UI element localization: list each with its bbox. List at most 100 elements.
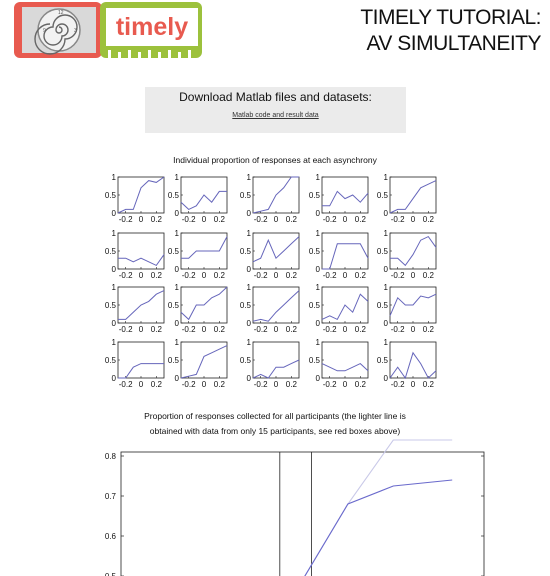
x-tick-label: 0.2 <box>214 215 226 224</box>
mini-plot-11: 00.51-0.2 0 0.2 <box>105 283 165 334</box>
mini-plot-line <box>252 359 300 379</box>
mini-plot-line <box>181 236 228 259</box>
mini-plot-20: 00.51-0.2 0 0.2 <box>377 338 437 389</box>
x-tick-label: 0 <box>274 380 279 389</box>
svg-text:12: 12 <box>58 10 64 16</box>
mini-plot-frame <box>117 232 165 270</box>
y-tick-label: 1 <box>316 338 321 347</box>
x-tick-label: 0.2 <box>286 380 298 389</box>
mini-plot-line <box>389 293 437 316</box>
y-tick-label: 1 <box>112 338 117 347</box>
y-tick-label: 1 <box>384 229 389 238</box>
x-tick-label: 0.2 <box>423 325 435 334</box>
x-tick-label: 0.2 <box>355 380 367 389</box>
mini-plot-9: 00.51-0.2 0 0.2 <box>309 229 369 280</box>
y-tick-label: 1 <box>316 173 321 182</box>
x-tick-label: 0.2 <box>151 215 163 224</box>
x-tick-label: -0.2 <box>254 271 268 280</box>
x-tick-label: 0.2 <box>151 271 163 280</box>
x-tick-label: -0.2 <box>323 215 337 224</box>
x-tick-label: 0.2 <box>355 215 367 224</box>
y-tick-label: 0 <box>384 209 389 218</box>
mini-plot-frame <box>252 232 300 270</box>
x-tick-label: 0 <box>202 271 207 280</box>
mini-plot-7: 00.51-0.2 0 0.2 <box>168 229 228 280</box>
x-tick-label: 0 <box>343 215 348 224</box>
y-tick-label: 0.6 <box>105 532 117 541</box>
mini-plot-4: 00.51-0.2 0 0.2 <box>309 173 369 224</box>
y-tick-label: 1 <box>112 283 117 292</box>
mini-plot-line <box>252 236 300 263</box>
y-tick-label: 1 <box>112 173 117 182</box>
download-heading: Download Matlab files and datasets: <box>179 90 372 104</box>
y-tick-label: 0.5 <box>309 191 321 200</box>
y-tick-label: 1 <box>175 283 180 292</box>
y-tick-label: 0 <box>247 265 252 274</box>
y-tick-label: 0 <box>175 374 180 383</box>
x-tick-label: 0.2 <box>423 215 435 224</box>
mini-plot-line <box>322 243 369 270</box>
mini-plot-frame <box>389 176 437 214</box>
mini-plot-frame <box>321 232 369 270</box>
y-tick-label: 0 <box>316 374 321 383</box>
y-tick-label: 0.5 <box>377 191 389 200</box>
main-caption-line-2: obtained with data from only 15 particip… <box>149 426 401 436</box>
mini-plot-line <box>117 176 165 214</box>
mini-plot-frame <box>321 176 369 214</box>
x-tick-label: 0 <box>343 271 348 280</box>
x-tick-label: -0.2 <box>119 380 133 389</box>
y-tick-label: 0.5 <box>168 301 180 310</box>
y-tick-label: 0.5 <box>168 191 180 200</box>
y-tick-label: 0 <box>112 265 117 274</box>
mini-plot-line <box>321 363 369 372</box>
y-tick-label: 0 <box>175 319 180 328</box>
x-tick-label: 0 <box>202 380 207 389</box>
mini-plot-line <box>389 351 437 380</box>
x-tick-label: 0.2 <box>214 380 226 389</box>
x-tick-label: 0.2 <box>423 271 435 280</box>
page-title: TIMELY TUTORIAL: AV SIMULTANEITY <box>321 5 541 57</box>
x-tick-label: -0.2 <box>119 325 133 334</box>
y-tick-label: 0 <box>112 374 117 383</box>
x-tick-label: 0 <box>274 215 279 224</box>
y-tick-label: 0 <box>247 374 252 383</box>
x-tick-label: -0.2 <box>391 271 405 280</box>
mini-plot-line <box>118 254 165 267</box>
x-tick-label: 0 <box>202 215 207 224</box>
svg-text:3: 3 <box>74 28 77 34</box>
mini-plot-line <box>252 290 300 322</box>
mini-plot-line <box>180 286 228 321</box>
y-tick-label: 1 <box>247 338 252 347</box>
mini-plot-12: 00.51-0.2 0 0.2 <box>168 283 228 334</box>
x-tick-label: 0.2 <box>151 380 163 389</box>
mini-plot-3: 00.51-0.2 0 0.2 <box>240 173 300 224</box>
main-chart-caption: Proportion of responses collected for al… <box>0 409 550 439</box>
y-tick-label: 0.8 <box>105 452 117 461</box>
page-title-line-2: AV SIMULTANEITY <box>366 32 541 55</box>
x-tick-label: 0 <box>411 325 416 334</box>
y-tick-label: 0 <box>175 209 180 218</box>
mini-plot-5: 00.51-0.2 0 0.2 <box>377 173 437 224</box>
y-tick-label: 0 <box>316 319 321 328</box>
y-tick-label: 0.5 <box>240 191 252 200</box>
mini-plot-line <box>252 176 299 214</box>
y-tick-label: 0.5 <box>309 247 321 256</box>
x-tick-label: 0.2 <box>286 271 298 280</box>
mini-plot-line <box>389 180 437 214</box>
mini-plot-18: 00.51-0.2 0 0.2 <box>240 338 300 389</box>
x-tick-label: 0 <box>411 215 416 224</box>
x-tick-label: 0 <box>343 325 348 334</box>
individual-responses-grid-chart: 00.51-0.2 0 0.200.51-0.2 0 0.200.51-0.2 0 0.20… <box>105 173 437 389</box>
x-tick-label: 0 <box>139 325 144 334</box>
matlab-download-link[interactable]: Matlab code and result data <box>232 112 319 119</box>
x-tick-label: 0 <box>202 325 207 334</box>
mini-plot-10: 00.51-0.2 0 0.2 <box>377 229 437 280</box>
x-tick-label: 0.2 <box>355 325 367 334</box>
x-tick-label: 0 <box>343 380 348 389</box>
y-tick-label: 0.5 <box>377 301 389 310</box>
mini-plot-frame <box>321 341 369 379</box>
y-tick-label: 0 <box>316 209 321 218</box>
x-tick-label: 0 <box>274 325 279 334</box>
mini-plot-1: 00.51-0.2 0 0.2 <box>105 173 165 224</box>
y-tick-label: 0 <box>175 265 180 274</box>
